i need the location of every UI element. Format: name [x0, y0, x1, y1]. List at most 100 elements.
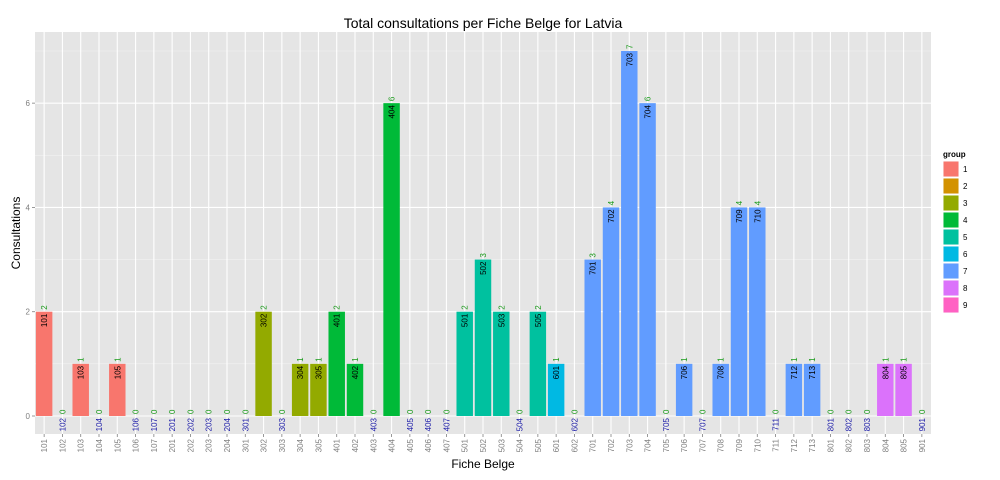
x-tick-label: 201: [168, 438, 177, 452]
bar-value-label: 0: [58, 409, 67, 414]
bar-category-label: 708: [717, 365, 726, 379]
bar-value-label: 2: [497, 305, 506, 310]
x-tick-label: 708: [717, 438, 726, 452]
bar-category-label: 502: [479, 261, 488, 275]
bar-501: [456, 311, 473, 416]
x-tick-label: 707: [698, 438, 707, 452]
bar-value-label: 0: [150, 409, 159, 414]
x-tick-label: 601: [552, 438, 561, 452]
legend: group 1 2 3 4 5 6 7 8 9: [942, 150, 968, 314]
bar-805: [895, 363, 912, 416]
x-tick-label: 104: [95, 438, 104, 452]
bar-category-label: 204: [223, 417, 232, 431]
bar-category-label: 702: [607, 209, 616, 223]
bar-category-label: 102: [58, 417, 67, 431]
bar-category-label: 404: [388, 105, 397, 119]
y-tick-label: 2: [26, 308, 31, 317]
legend-swatch-2: [943, 178, 959, 194]
bar-category-label: 503: [497, 313, 506, 327]
bar-value-label: 0: [698, 409, 707, 414]
bar-category-label: 709: [735, 209, 744, 223]
x-tick-label: 505: [534, 438, 543, 452]
bar-category-label: 105: [113, 365, 122, 379]
x-tick-label: 407: [442, 438, 451, 452]
bar-302: [255, 311, 272, 416]
y-tick-label: 0: [26, 412, 31, 421]
bar-701: [584, 259, 601, 416]
x-tick-label: 801: [826, 438, 835, 452]
bar-category-label: 706: [680, 365, 689, 379]
bar-value-label: 0: [241, 409, 250, 414]
legend-label: 4: [963, 216, 968, 225]
bar-709: [730, 207, 748, 416]
bar-category-label: 710: [753, 209, 762, 223]
bar-category-label: 805: [900, 365, 909, 379]
bar-category-label: 303: [278, 417, 287, 431]
legend-label: 8: [963, 284, 968, 293]
bar-value-label: 7: [625, 44, 634, 49]
x-tick-label: 802: [845, 438, 854, 452]
bar-value-label: 1: [680, 357, 689, 362]
bar-305: [310, 363, 327, 416]
bar-value-label: 2: [461, 305, 470, 310]
x-tick-label: 901: [918, 438, 927, 452]
bar-value-label: 0: [369, 409, 378, 414]
x-tick-label: 712: [790, 438, 799, 452]
bar-503: [493, 311, 510, 416]
x-tick-label: 304: [296, 438, 305, 452]
bar-category-label: 711: [772, 417, 781, 430]
bar-category-label: 801: [826, 417, 835, 431]
x-tick-label: 704: [644, 438, 653, 452]
bar-value-label: 0: [95, 409, 104, 414]
x-axis-title: Fiche Belge: [451, 457, 515, 471]
legend-label: 7: [963, 267, 968, 276]
bar-value-label: 0: [863, 409, 872, 414]
x-tick-label: 406: [424, 438, 433, 452]
bar-value-label: 2: [333, 305, 342, 310]
x-tick-label: 803: [863, 438, 872, 452]
x-tick-label: 705: [662, 438, 671, 452]
bar-value-label: 0: [168, 409, 177, 414]
bar-value-label: 0: [205, 409, 214, 414]
bar-category-label: 407: [442, 417, 451, 431]
bar-category-label: 803: [863, 417, 872, 431]
x-tick-label: 503: [497, 438, 506, 452]
x-tick-label: 305: [314, 438, 323, 452]
bar-value-label: 2: [534, 305, 543, 310]
bar-706: [675, 363, 693, 416]
bar-category-label: 707: [698, 417, 707, 431]
bar-value-label: 6: [388, 96, 397, 101]
bar-category-label: 704: [644, 105, 653, 119]
bar-101: [35, 311, 53, 416]
bar-category-label: 804: [881, 365, 890, 379]
bar-category-label: 106: [132, 417, 141, 431]
bar-category-label: 505: [534, 313, 543, 327]
bar-value-label: 2: [40, 305, 49, 310]
bar-601: [547, 363, 565, 416]
bar-702: [602, 207, 620, 416]
y-tick-label: 6: [26, 99, 31, 108]
legend-label: 1: [963, 165, 968, 174]
bar-category-label: 602: [570, 417, 579, 431]
bar-category-label: 304: [296, 365, 305, 379]
x-tick-label: 805: [900, 438, 909, 452]
bar-value-label: 1: [790, 357, 799, 362]
x-tick-label: 301: [241, 438, 250, 452]
bar-713: [803, 363, 821, 416]
legend-swatch-3: [943, 195, 959, 211]
y-tick-label: 4: [26, 203, 31, 212]
bar-value-label: 0: [918, 409, 927, 414]
bar-category-label: 601: [552, 365, 561, 379]
bar-value-label: 1: [808, 357, 817, 362]
bar-703: [621, 51, 638, 416]
bar-category-label: 103: [77, 365, 86, 379]
legend-swatch-7: [943, 263, 959, 279]
x-tick-label: 804: [881, 438, 890, 452]
bar-category-label: 107: [150, 417, 159, 431]
bar-category-label: 701: [589, 261, 598, 275]
x-tick-label: 302: [260, 438, 269, 452]
bar-value-label: 1: [77, 357, 86, 362]
bar-value-label: 0: [424, 409, 433, 414]
bar-category-label: 703: [625, 52, 634, 66]
bar-category-label: 402: [351, 365, 360, 379]
